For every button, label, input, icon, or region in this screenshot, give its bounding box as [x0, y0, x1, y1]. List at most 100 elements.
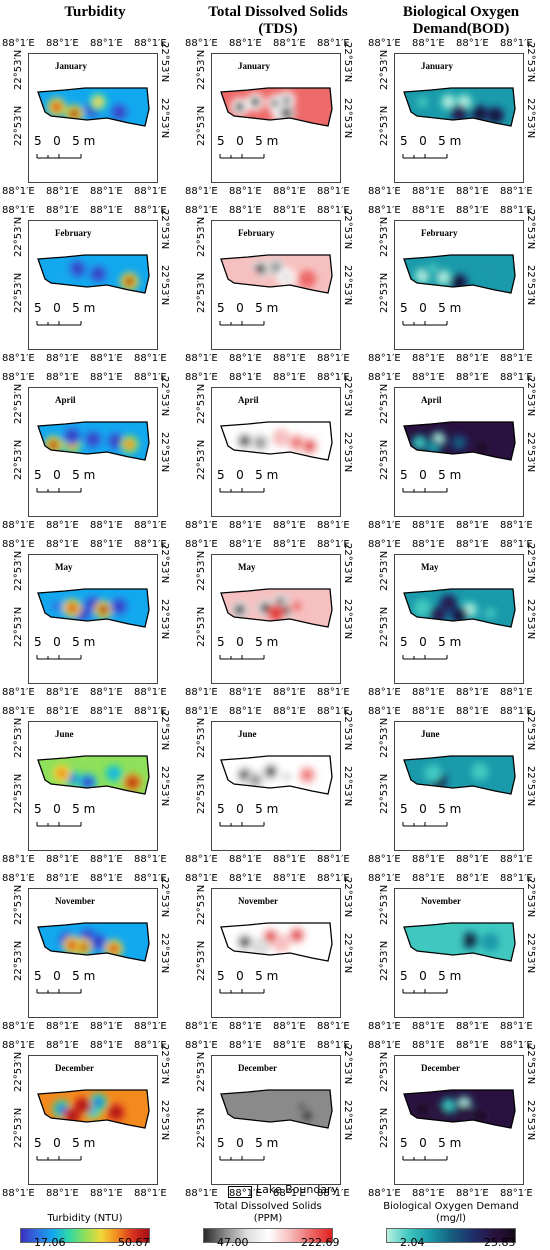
map-frame: June 5 0 5 m — [394, 721, 524, 851]
lake-surface-map — [36, 254, 150, 326]
lake-boundary — [403, 254, 516, 294]
hotspot — [93, 937, 104, 947]
lon-tick-label: 88°1′E — [456, 186, 489, 197]
lon-tick-label: 88°1′E — [456, 1021, 489, 1032]
lon-tick-label: 88°1′E — [317, 186, 350, 197]
map-frame: May 5 0 5 m — [28, 554, 158, 684]
surface-background — [404, 756, 515, 794]
lon-tick-label: 88°1′E — [229, 205, 262, 216]
hotspot — [428, 263, 438, 274]
colorbar-min: 47.00 — [217, 1236, 249, 1249]
lon-tick-label: 88°1′E — [185, 854, 218, 865]
lon-tick-label: 88°1′E — [317, 520, 350, 531]
lon-tick-label: 88°1′E — [456, 539, 489, 550]
lon-tick-label: 88°1′E — [412, 706, 445, 717]
hotspot — [417, 603, 428, 613]
lake-boundary — [220, 87, 333, 127]
scale-bar — [36, 154, 82, 159]
column-title-tds: Total Dissolved Solids (TDS) — [208, 4, 348, 37]
lon-tick-label: 88°1′E — [273, 873, 306, 884]
hotspot — [485, 937, 496, 947]
month-label: December — [238, 1063, 277, 1073]
lat-tick-label: 22°53′N — [13, 773, 24, 814]
lake-surface-map — [36, 421, 150, 493]
surface-background — [221, 756, 332, 794]
lon-tick-label: 88°1′E — [412, 205, 445, 216]
lake-surface-map — [402, 421, 516, 493]
colorbar-max: 25.83 — [484, 1236, 516, 1249]
lake-boundary — [403, 922, 516, 962]
hotspot — [108, 768, 119, 779]
map-frame: January 5 0 5 m — [211, 53, 341, 183]
lat-tick-label: 22°53′N — [379, 773, 390, 814]
hotspot — [281, 771, 292, 782]
lake-boundary — [37, 421, 150, 461]
hotspot — [127, 777, 138, 788]
lon-tick-label: 88°1′E — [46, 205, 79, 216]
lat-tick-label: 22°53′N — [13, 105, 24, 146]
lon-tick-label: 88°1′E — [90, 873, 123, 884]
hotspot — [250, 775, 261, 786]
lon-tick-label: 88°1′E — [2, 706, 35, 717]
lake-boundary — [220, 254, 333, 294]
lat-tick-label: 22°53′N — [196, 1107, 207, 1148]
lon-tick-label: 88°1′E — [2, 1188, 35, 1199]
hotspot — [69, 108, 80, 119]
lon-tick-label: 88°1′E — [500, 186, 533, 197]
map-frame: February 5 0 5 m — [394, 220, 524, 350]
lon-tick-label: 88°1′E — [90, 1188, 123, 1199]
hotspot — [476, 442, 487, 453]
scale-label: 5 0 5 m — [34, 802, 96, 816]
lon-tick-label: 88°1′E — [2, 687, 35, 698]
hotspot — [302, 770, 313, 780]
lat-tick-label: 22°53′N — [525, 1044, 536, 1085]
hotspot — [291, 930, 302, 941]
lon-tick-label: 88°1′E — [368, 706, 401, 717]
lake-boundary — [220, 588, 333, 628]
hotspot — [51, 102, 62, 112]
hotspot — [67, 603, 78, 613]
lat-tick-label: 22°53′N — [159, 42, 170, 83]
surface-background — [221, 1090, 332, 1128]
lat-tick-label: 22°53′N — [13, 884, 24, 925]
hotspot — [114, 601, 124, 612]
scale-bar — [36, 989, 82, 994]
lon-tick-label: 88°1′E — [229, 1040, 262, 1051]
lat-tick-label: 22°53′N — [13, 216, 24, 257]
lake-surface-map — [36, 1089, 150, 1161]
scale-bar — [402, 989, 448, 994]
lat-tick-label: 22°53′N — [342, 98, 353, 139]
hotspot — [448, 933, 459, 944]
hotspot — [302, 274, 313, 285]
month-label: June — [55, 729, 74, 739]
lon-tick-label: 88°1′E — [229, 854, 262, 865]
lon-tick-label: 88°1′E — [317, 205, 350, 216]
lon-tick-label: 88°1′E — [456, 706, 489, 717]
scale-label: 5 0 5 m — [34, 635, 96, 649]
lon-tick-label: 88°1′E — [317, 1021, 350, 1032]
lon-tick-label: 88°1′E — [185, 38, 218, 49]
lon-tick-label: 88°1′E — [368, 854, 401, 865]
hotspot — [67, 430, 78, 441]
lon-tick-label: 88°1′E — [500, 353, 533, 364]
month-label: May — [238, 562, 256, 572]
colorbar-min: 2.04 — [400, 1236, 425, 1249]
lake-surface-map — [402, 755, 516, 827]
map-frame: December 5 0 5 m — [394, 1055, 524, 1185]
lon-tick-label: 88°1′E — [46, 186, 79, 197]
colorbar-title-tds: Total Dissolved Solids (PPM) — [214, 1201, 322, 1224]
hotspot — [51, 601, 62, 612]
lon-tick-label: 88°1′E — [2, 186, 35, 197]
lon-tick-label: 88°1′E — [456, 372, 489, 383]
lat-tick-label: 22°53′N — [525, 209, 536, 250]
lake-boundary — [220, 755, 333, 795]
lon-tick-label: 88°1′E — [185, 1188, 218, 1199]
surface-background — [38, 422, 149, 460]
lon-tick-label: 88°1′E — [456, 1188, 489, 1199]
lon-tick-label: 88°1′E — [2, 1021, 35, 1032]
lon-tick-label: 88°1′E — [90, 186, 123, 197]
lon-tick-label: 88°1′E — [134, 353, 167, 364]
map-panel-turbidity-june: 88°1′E 88°1′E 88°1′E 88°1′E 88°1′E 88°1′E 88°1… — [0, 698, 182, 870]
lon-tick-label: 88°1′E — [412, 372, 445, 383]
lon-tick-label: 88°1′E — [90, 353, 123, 364]
